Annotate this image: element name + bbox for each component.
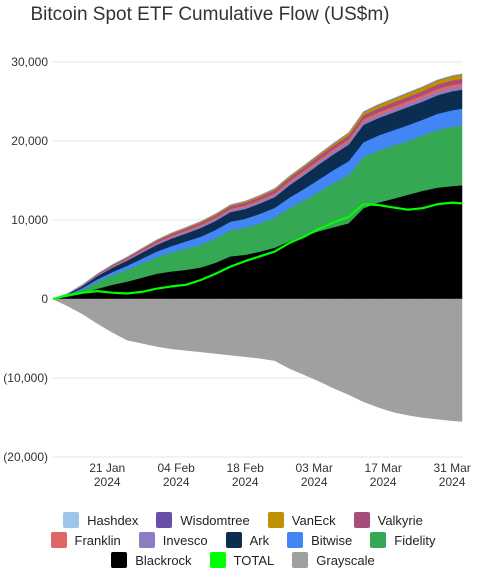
- legend-row: Hashdex Wisdomtree VanEck Valkyrie: [0, 510, 486, 530]
- legend-item-wisdomtree: Wisdomtree: [156, 512, 250, 528]
- x-tick-label: 21 Jan: [89, 461, 125, 475]
- legend-label: Wisdomtree: [180, 512, 250, 528]
- line-total: [52, 201, 463, 301]
- legend-swatch: [225, 532, 242, 548]
- legend-label: Blackrock: [135, 552, 192, 568]
- legend-swatch: [111, 552, 128, 568]
- legend-item-total: TOTAL: [209, 552, 275, 568]
- legend: Hashdex Wisdomtree VanEck Valkyrie Franklin I…: [0, 510, 486, 570]
- legend-label: Grayscale: [316, 552, 375, 568]
- legend-item-blackrock: Blackrock: [111, 552, 192, 568]
- x-tick-label: 03 Mar: [295, 461, 332, 475]
- legend-item-invesco: Invesco: [138, 532, 208, 548]
- y-tick-label: 0: [41, 292, 48, 306]
- chart-title: Bitcoin Spot ETF Cumulative Flow (US$m): [30, 4, 390, 25]
- y-tick-label: 20,000: [11, 134, 48, 148]
- area-grayscale: [52, 298, 463, 422]
- y-axis-ticks: 30,000 20,000 10,000 0 (10,000) (20,000): [3, 55, 48, 464]
- legend-item-hashdex: Hashdex: [63, 512, 138, 528]
- y-tick-label: (10,000): [3, 371, 48, 385]
- legend-label: VanEck: [291, 512, 336, 528]
- legend-row: Blackrock TOTAL Grayscale: [0, 550, 486, 570]
- area-hashdex: [52, 73, 463, 300]
- legend-label: Hashdex: [87, 512, 139, 528]
- x-tick-year: 2024: [370, 475, 397, 489]
- stacked-areas: [52, 73, 463, 422]
- legend-swatch: [156, 512, 173, 528]
- x-tick-year: 2024: [301, 475, 328, 489]
- legend-swatch: [209, 552, 226, 568]
- legend-swatch: [287, 532, 304, 548]
- legend-swatch: [267, 512, 284, 528]
- total-line: [52, 201, 463, 301]
- legend-item-fidelity: Fidelity: [370, 532, 435, 548]
- legend-label: Valkyrie: [377, 512, 423, 528]
- legend-label: Ark: [249, 532, 270, 548]
- y-tick-label: 10,000: [11, 213, 48, 227]
- legend-swatch: [353, 512, 370, 528]
- x-tick-year: 2024: [163, 475, 190, 489]
- legend-item-franklin: Franklin: [50, 532, 121, 548]
- x-tick-year: 2024: [94, 475, 121, 489]
- x-tick-label: 04 Feb: [158, 461, 196, 475]
- legend-swatch: [138, 532, 155, 548]
- x-tick-label: 17 Mar: [364, 461, 401, 475]
- legend-row: Franklin Invesco Ark Bitwise Fidelity: [0, 530, 486, 550]
- legend-item-ark: Ark: [225, 532, 270, 548]
- legend-swatch: [292, 552, 309, 568]
- y-tick-label: 30,000: [11, 55, 48, 69]
- legend-label: Invesco: [162, 532, 208, 548]
- legend-swatch: [50, 532, 67, 548]
- y-tick-label: (20,000): [3, 450, 48, 464]
- x-tick-label: 18 Feb: [227, 461, 265, 475]
- legend-label: Fidelity: [394, 532, 436, 548]
- legend-item-grayscale: Grayscale: [292, 552, 375, 568]
- legend-item-vaneck: VanEck: [267, 512, 336, 528]
- x-tick-label: 31 Mar: [433, 461, 470, 475]
- legend-label: Bitwise: [311, 532, 353, 548]
- legend-swatch: [63, 512, 80, 528]
- legend-label: Franklin: [74, 532, 121, 548]
- legend-item-valkyrie: Valkyrie: [353, 512, 423, 528]
- x-tick-year: 2024: [232, 475, 259, 489]
- x-tick-year: 2024: [439, 475, 466, 489]
- legend-item-bitwise: Bitwise: [287, 532, 352, 548]
- legend-swatch: [370, 532, 387, 548]
- legend-label: TOTAL: [233, 552, 275, 568]
